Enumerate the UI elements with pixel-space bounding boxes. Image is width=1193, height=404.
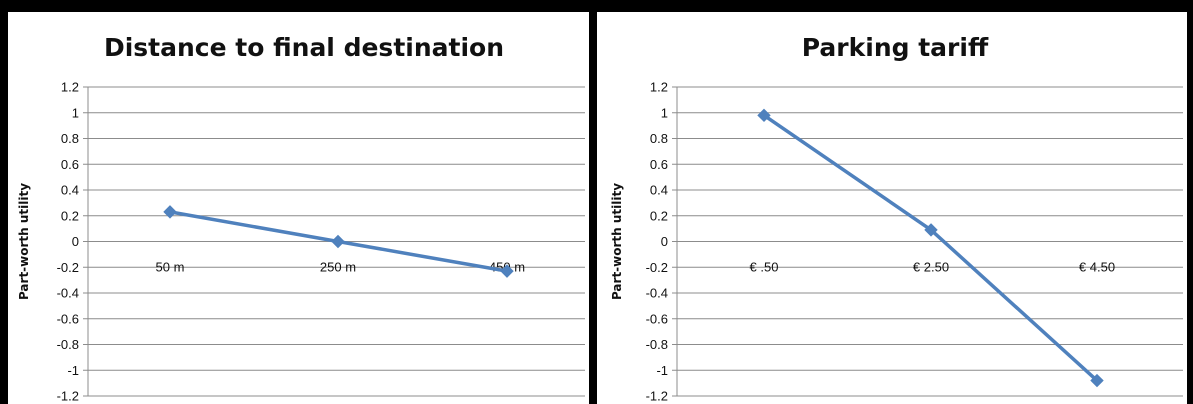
parking-tariff-y-tick-label: -0.4 — [646, 286, 668, 301]
parking-tariff-data-point — [1090, 373, 1104, 388]
distance-chart-svg: Distance to final destination 1.2 1 0.8 0.6 0… — [17, 33, 585, 404]
parking-tariff-y-tick-label: -1.2 — [646, 389, 668, 404]
distance-y-tick-label: -0.8 — [57, 337, 79, 352]
parking-tariff-series-line — [763, 113, 1099, 382]
parking-tariff-y-tick-label: 0.6 — [650, 157, 668, 172]
distance-data-point — [163, 205, 177, 219]
parking-tariff-chart: Parking tariff 1.2 1 0.8 0.6 0.4 0.2 0 -0.2 -0.4 -… — [597, 12, 1187, 404]
parking-tariff-chart-svg: Parking tariff 1.2 1 0.8 0.6 0.4 0.2 0 -0.2 -0.4 -… — [610, 33, 1183, 404]
parking-tariff-x-tick-label: € 4.50 — [1079, 260, 1115, 275]
parking-tariff-y-tick-label: 0 — [661, 234, 668, 249]
distance-x-tick-label: 250 m — [320, 260, 356, 275]
parking-tariff-y-tick-label: 0.4 — [650, 183, 668, 198]
distance-data-point — [500, 264, 514, 278]
distance-x-tick-label: 50 m — [156, 260, 185, 275]
parking-tariff-y-tick-label: -0.6 — [646, 311, 668, 326]
distance-y-tick-label: -0.4 — [57, 286, 79, 301]
parking-tariff-y-tick-label: 0.2 — [650, 208, 668, 223]
parking-tariff-x-tick-label: € .50 — [750, 260, 779, 275]
distance-y-tick-label: 0 — [72, 234, 79, 249]
distance-chart-title: Distance to final destination — [104, 33, 504, 62]
parking-tariff-y-tick-label: -0.2 — [646, 260, 668, 275]
distance-y-tick-label: 0.8 — [61, 131, 79, 146]
parking-tariff-data-point — [924, 223, 938, 237]
parking-tariff-y-tick-label: -1 — [656, 363, 668, 378]
parking-tariff-data-point — [757, 108, 771, 123]
distance-y-tick-label: 0.2 — [61, 208, 79, 223]
distance-y-tick-label: -1.2 — [57, 389, 79, 404]
parking-tariff-x-tick-label: € 2.50 — [913, 260, 949, 275]
parking-tariff-y-tick-label: 1.2 — [650, 80, 668, 95]
distance-y-tick-label: 0.6 — [61, 157, 79, 172]
parking-tariff-chart-title: Parking tariff — [802, 33, 989, 62]
distance-chart: Distance to final destination 1.2 1 0.8 0.6 0… — [8, 12, 589, 404]
distance-y-axis-label: Part-worth utility — [17, 183, 31, 300]
distance-y-tick-label: -0.6 — [57, 311, 79, 326]
parking-tariff-y-tick-label: 1 — [661, 105, 668, 120]
parking-tariff-y-axis-label: Part-worth utility — [610, 183, 624, 300]
distance-y-tick-label: 0.4 — [61, 183, 79, 198]
distance-y-tick-label: 1 — [72, 105, 79, 120]
distance-y-tick-label: -1 — [67, 363, 79, 378]
distance-data-point — [331, 234, 345, 249]
distance-y-tick-label: -0.2 — [57, 260, 79, 275]
distance-y-tick-label: 1.2 — [61, 80, 79, 95]
parking-tariff-y-tick-label: -0.8 — [646, 337, 668, 352]
parking-tariff-y-tick-label: 0.8 — [650, 131, 668, 146]
